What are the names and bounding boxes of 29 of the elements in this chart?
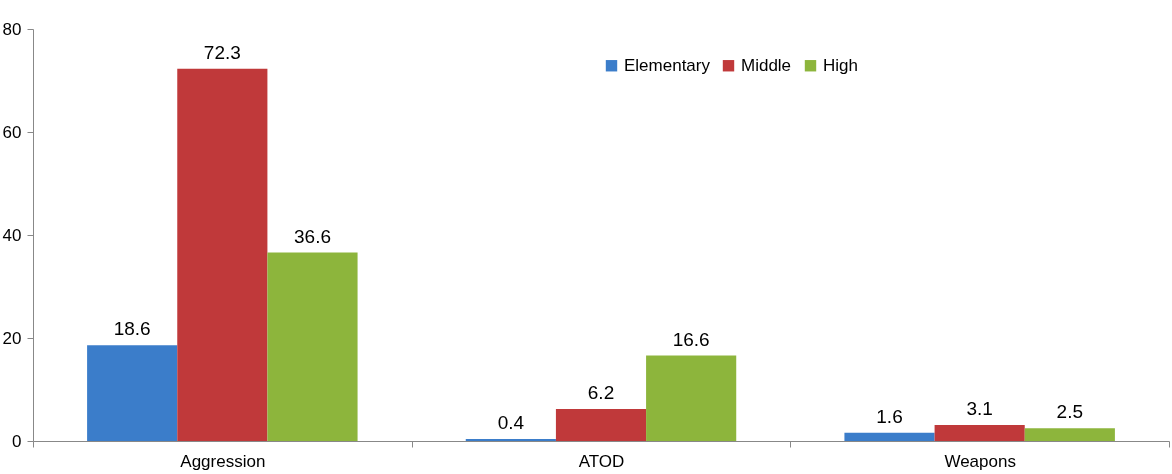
- bar: [87, 345, 178, 441]
- x-tick-label: Aggression: [180, 451, 266, 471]
- bar: [844, 432, 935, 441]
- data-label: 36.6: [294, 225, 331, 247]
- y-tick-label: 0: [12, 431, 22, 451]
- bar: [177, 68, 268, 441]
- data-label: 1.6: [876, 405, 903, 427]
- bar: [1024, 428, 1115, 441]
- legend-label: High: [823, 55, 858, 75]
- data-label: 2.5: [1056, 401, 1084, 423]
- legend-label: Middle: [741, 55, 792, 75]
- bar: [267, 252, 358, 441]
- bar: [934, 425, 1025, 441]
- y-tick-label: 80: [2, 19, 22, 39]
- x-tick-label: ATOD: [578, 451, 625, 471]
- data-label: 72.3: [203, 41, 241, 63]
- y-tick-label: 20: [2, 328, 22, 348]
- legend-label: Elementary: [624, 55, 711, 75]
- data-label: 18.6: [113, 318, 151, 340]
- bar: [646, 355, 737, 441]
- data-label: 0.4: [497, 411, 525, 433]
- bar: [555, 409, 647, 441]
- data-label: 16.6: [672, 328, 710, 350]
- x-tick-label: Weapons: [944, 451, 1016, 471]
- bar: [465, 438, 556, 441]
- y-tick-label: 60: [2, 122, 22, 142]
- data-label: 6.2: [587, 382, 615, 404]
- data-label: 3.1: [966, 398, 993, 420]
- y-tick-label: 40: [2, 225, 22, 245]
